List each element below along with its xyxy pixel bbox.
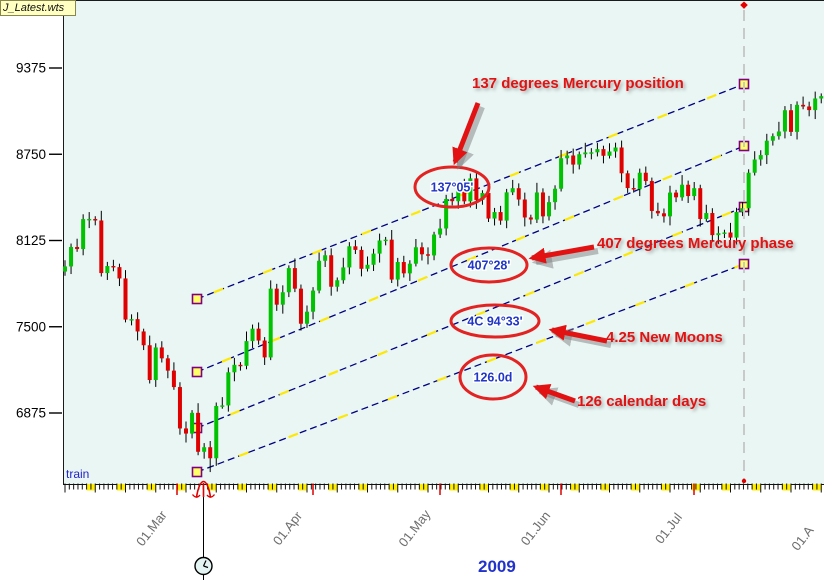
file-tab[interactable]: J_Latest.wts [0,0,76,16]
annotation-ellipse[interactable] [449,303,541,339]
channel-anchor-handle[interactable] [191,293,203,305]
callout-text-calendar-days[interactable]: 126 calendar days [577,393,707,410]
y-axis: 9375 8750 8125 7500 6875 [16,61,62,421]
marker-diamond[interactable] [740,1,748,9]
annotation-ellipse[interactable] [449,246,529,284]
train-label: train [66,467,90,481]
callout-arrow-new-moons[interactable] [548,324,608,344]
svg-text:8125: 8125 [16,233,46,248]
anchor-date-marker[interactable] [191,480,216,580]
anchor-icon [195,480,212,498]
svg-text:8750: 8750 [16,147,46,162]
callout-arrow-calendar-days[interactable] [532,384,576,404]
chart-plot-area[interactable] [63,0,824,485]
annotation-ellipse-label: 126.0d [474,371,513,385]
svg-text:7500: 7500 [16,319,46,334]
callout-arrows[interactable] [452,102,612,408]
anchor-icon-feet [191,494,216,498]
svg-text:01.Jun: 01.Jun [518,508,554,548]
annotation-ellipse-label: 137°05' [431,181,474,195]
annotation-ellipse[interactable] [458,353,528,401]
vertical-time-marker[interactable] [740,1,748,484]
annotation-ellipses[interactable]: 137°05' 407°28' 4C 94°33' 126.0d [413,165,541,401]
callout-arrow-mercury-phase[interactable] [528,244,595,264]
x-axis-labels: 01.Mar 01.Apr 01.May 01.Jun 01.Jul 01.A [133,506,817,553]
annotation-ellipse-label: 4C 94°33' [467,315,522,329]
svg-text:01.Mar: 01.Mar [133,507,170,549]
svg-text:01.Jul: 01.Jul [652,510,685,547]
channel-anchor-handle[interactable] [191,366,203,378]
callout-arrow-mercury-position[interactable] [452,102,481,166]
svg-text:01.May: 01.May [395,506,433,549]
callout-text-new-moons[interactable]: 4.25 New Moons [606,329,723,346]
year-label: 2009 [478,557,516,576]
x-axis-ruler [64,483,822,495]
callout-text-mercury-position[interactable]: 137 degrees Mercury position [472,75,684,92]
svg-text:01.Apr: 01.Apr [270,508,306,548]
annotation-ellipse[interactable] [413,165,491,209]
svg-text:9375: 9375 [16,61,46,76]
candlestick-series [63,91,824,473]
svg-text:01.A: 01.A [788,523,816,554]
annotation-ellipse-label: 407°28' [468,259,511,273]
svg-text:6875: 6875 [16,406,46,421]
callout-text-mercury-phase[interactable]: 407 degrees Mercury phase [597,235,794,252]
channel-anchor-handle[interactable] [191,466,203,478]
